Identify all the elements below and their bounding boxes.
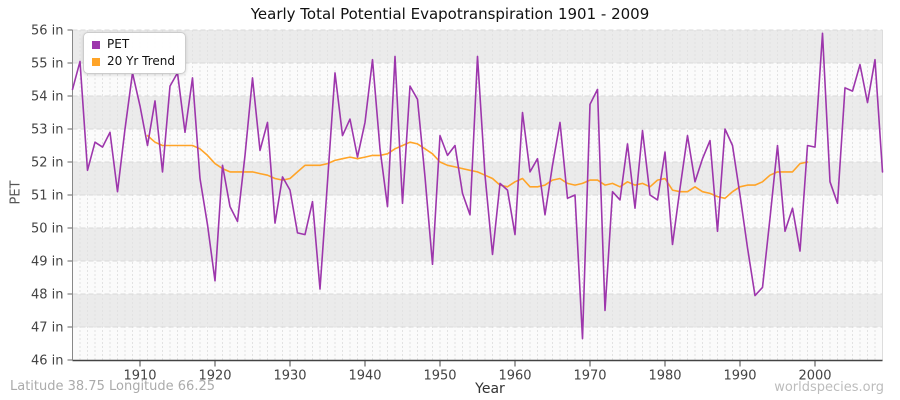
legend-item-pet: PET xyxy=(92,38,175,51)
y-tick-label: 56 in xyxy=(31,24,64,39)
y-tick-label: 49 in xyxy=(31,255,64,270)
y-tick-label: 51 in xyxy=(31,189,64,204)
plot-band xyxy=(72,228,883,261)
pet-swatch-icon xyxy=(92,40,100,49)
trend-line xyxy=(146,134,809,200)
x-tick-label: 2000 xyxy=(798,369,831,384)
y-axis-title: PET xyxy=(8,180,24,205)
pet-line xyxy=(71,32,884,340)
y-tick-label: 55 in xyxy=(31,57,64,72)
x-tick-label: 1960 xyxy=(498,369,531,384)
x-tick-label: 1950 xyxy=(423,369,456,384)
y-tick-label: 52 in xyxy=(31,156,64,171)
x-tick-label: 1990 xyxy=(723,369,756,384)
y-tick-label: 50 in xyxy=(31,222,64,237)
legend: PET 20 Yr Trend xyxy=(83,32,187,74)
legend-label-pet: PET xyxy=(107,37,130,51)
y-tick-label: 47 in xyxy=(31,321,64,336)
legend-label-trend: 20 Yr Trend xyxy=(107,54,176,68)
y-tick-label: 53 in xyxy=(31,123,64,138)
x-axis-title: Year xyxy=(475,381,505,397)
y-tick-label: 54 in xyxy=(31,90,64,105)
y-tick-label: 48 in xyxy=(31,288,64,303)
x-tick-label: 1910 xyxy=(123,369,156,384)
x-tick-label: 1940 xyxy=(348,369,381,384)
x-tick-label: 1980 xyxy=(648,369,681,384)
trend-swatch-icon xyxy=(92,57,100,66)
chart-title: Yearly Total Potential Evapotranspiratio… xyxy=(250,5,650,23)
x-tick-label: 1970 xyxy=(573,369,606,384)
coordinates-caption: Latitude 38.75 Longitude 66.25 xyxy=(10,379,215,394)
x-tick-label: 1930 xyxy=(273,369,306,384)
watermark: worldspecies.org xyxy=(774,380,884,395)
x-tick-label: 1920 xyxy=(198,369,231,384)
y-tick-label: 46 in xyxy=(31,354,64,369)
legend-item-trend: 20 Yr Trend xyxy=(92,55,175,68)
